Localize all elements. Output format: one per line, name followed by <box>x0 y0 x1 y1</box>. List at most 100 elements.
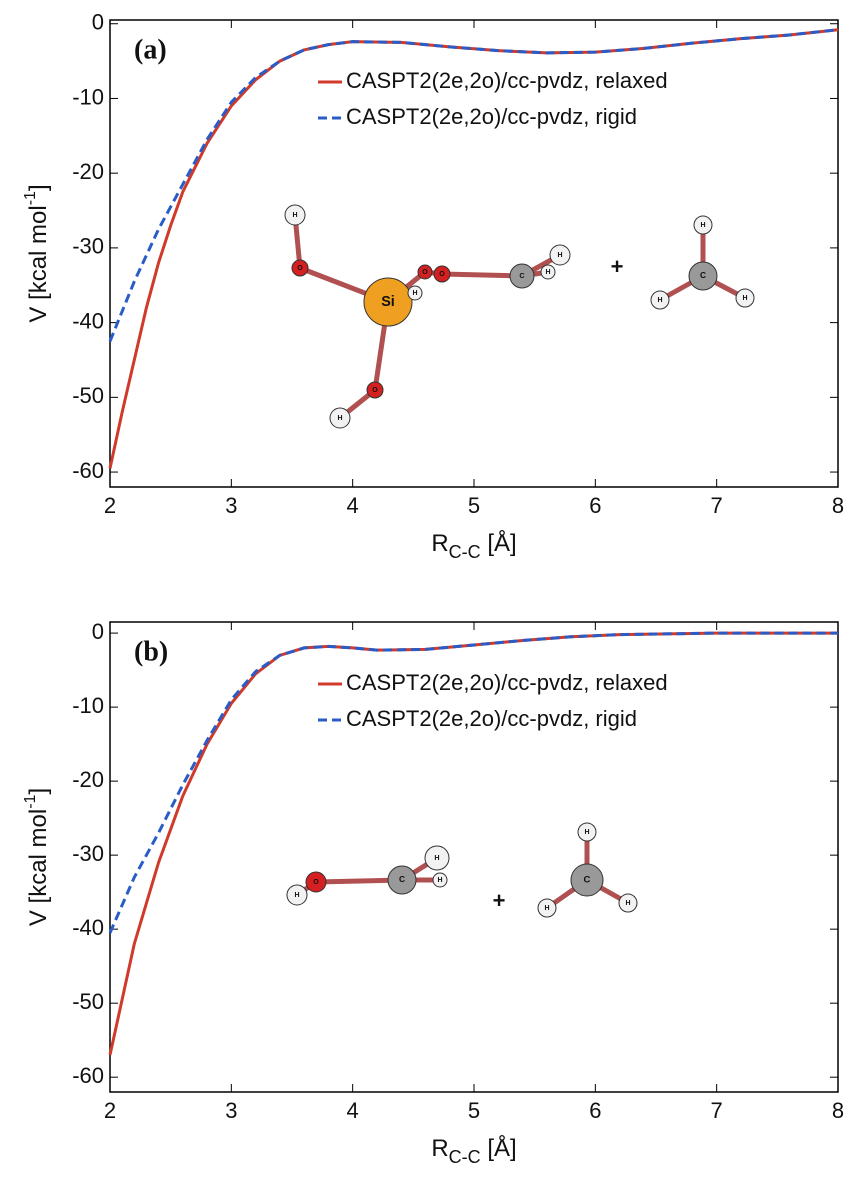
atom <box>407 285 423 301</box>
atom <box>433 265 451 283</box>
atom <box>291 259 309 277</box>
panel-label: (b) <box>134 636 168 667</box>
x-tick-label: 3 <box>225 1098 237 1123</box>
atom <box>329 407 351 429</box>
atom-label: C <box>700 270 706 280</box>
atom-label: Si <box>381 294 395 310</box>
atom <box>688 261 718 291</box>
y-tick-label: -20 <box>72 159 104 184</box>
x-tick-label: 5 <box>468 1098 480 1123</box>
plus-sign: + <box>611 254 624 279</box>
atom <box>650 290 670 310</box>
atom-label: O <box>297 265 303 272</box>
y-tick-label: -20 <box>72 767 104 792</box>
atom-label: H <box>545 269 550 276</box>
atom-label: H <box>437 877 442 884</box>
atom <box>577 822 597 842</box>
atom <box>387 865 417 895</box>
x-tick-label: 7 <box>711 493 723 518</box>
atom-label: H <box>584 829 589 836</box>
series-line <box>108 28 839 469</box>
atom-label: H <box>557 252 562 259</box>
x-label-main: R <box>431 1135 448 1162</box>
legend-label: CASPT2(2e,2o)/cc-pvdz, relaxed <box>346 68 668 93</box>
x-tick-label: 8 <box>832 493 844 518</box>
x-axis-label: RC-C [Å] <box>431 529 516 561</box>
x-tick-label: 2 <box>104 1098 116 1123</box>
series-line <box>108 631 838 934</box>
x-axis-label: RC-C [Å] <box>431 1134 516 1166</box>
atom-label: H <box>292 212 297 219</box>
atom-label: C <box>399 874 405 884</box>
atom <box>509 263 535 289</box>
x-tick-label: 4 <box>347 1098 359 1123</box>
y-tick-label: 0 <box>92 10 104 35</box>
atom <box>693 215 713 235</box>
atom-label: O <box>422 269 428 276</box>
legend-label: CASPT2(2e,2o)/cc-pvdz, relaxed <box>346 670 668 695</box>
series-line <box>108 28 839 342</box>
atom <box>424 845 450 871</box>
x-label-rest: [Å] <box>481 1134 517 1162</box>
atom <box>305 871 327 893</box>
x-label-main: R <box>431 530 448 557</box>
atom-label: H <box>657 297 662 304</box>
atom-label: O <box>439 271 445 278</box>
x-tick-label: 6 <box>589 1098 601 1123</box>
y-label-main: V [kcal mol <box>25 205 52 322</box>
x-label-rest: [Å] <box>481 529 517 557</box>
atom <box>366 381 384 399</box>
atom <box>570 863 604 897</box>
atom-label: O <box>313 879 319 886</box>
atom <box>735 288 755 308</box>
y-tick-label: -30 <box>72 234 104 259</box>
y-tick-label: -40 <box>72 308 104 333</box>
atom <box>417 264 433 280</box>
x-tick-label: 4 <box>347 493 359 518</box>
atom-label: C <box>519 271 524 280</box>
y-label-rest: ] <box>25 184 52 191</box>
atom <box>537 898 557 918</box>
x-tick-label: 7 <box>711 1098 723 1123</box>
atom-label: H <box>294 892 299 899</box>
x-label-sub: C-C <box>449 1147 481 1167</box>
legend-label: CASPT2(2e,2o)/cc-pvdz, rigid <box>346 104 637 129</box>
y-tick-label: -10 <box>72 84 104 109</box>
y-tick-label: -30 <box>72 841 104 866</box>
x-tick-label: 5 <box>468 493 480 518</box>
atom-label: H <box>742 295 747 302</box>
atom-label: H <box>337 415 342 422</box>
atom-label: H <box>700 222 705 229</box>
panel-label: (a) <box>134 34 167 65</box>
x-label-sub: C-C <box>449 542 481 562</box>
y-label-sup: -1 <box>22 794 39 808</box>
y-tick-label: -50 <box>72 989 104 1014</box>
panel: 0 -10 -20 -30 -40 -50 -602 3 4 5 6 7 8 RC-C [Å] V [kca… <box>22 619 844 1167</box>
bond <box>441 271 523 279</box>
atom <box>284 204 306 226</box>
legend-label: CASPT2(2e,2o)/cc-pvdz, rigid <box>346 706 637 731</box>
atom <box>618 893 638 913</box>
y-label-rest: ] <box>25 788 52 795</box>
y-label-main: V [kcal mol <box>25 809 52 926</box>
atom-label: O <box>372 387 378 394</box>
atom-label: H <box>412 290 417 297</box>
atom <box>549 244 571 266</box>
atom <box>540 264 556 280</box>
atom-label: H <box>434 853 439 862</box>
atom-label: C <box>584 875 591 886</box>
x-tick-label: 3 <box>225 493 237 518</box>
atom-label: H <box>544 905 549 912</box>
series-line <box>108 631 838 1056</box>
y-tick-label: -60 <box>72 458 104 483</box>
y-tick-label: -50 <box>72 383 104 408</box>
y-tick-label: -10 <box>72 693 104 718</box>
panel: 0 -10 -20 -30 -40 -50 -602 3 4 5 6 7 8 RC-C [Å] V [kca… <box>22 10 844 562</box>
atom <box>363 277 413 327</box>
plus-sign: + <box>493 888 506 913</box>
y-tick-label: -40 <box>72 915 104 940</box>
x-tick-label: 8 <box>832 1098 844 1123</box>
y-axis-label: V [kcal mol-1] <box>22 184 52 322</box>
y-label-sup: -1 <box>22 191 39 205</box>
atom <box>286 884 308 906</box>
